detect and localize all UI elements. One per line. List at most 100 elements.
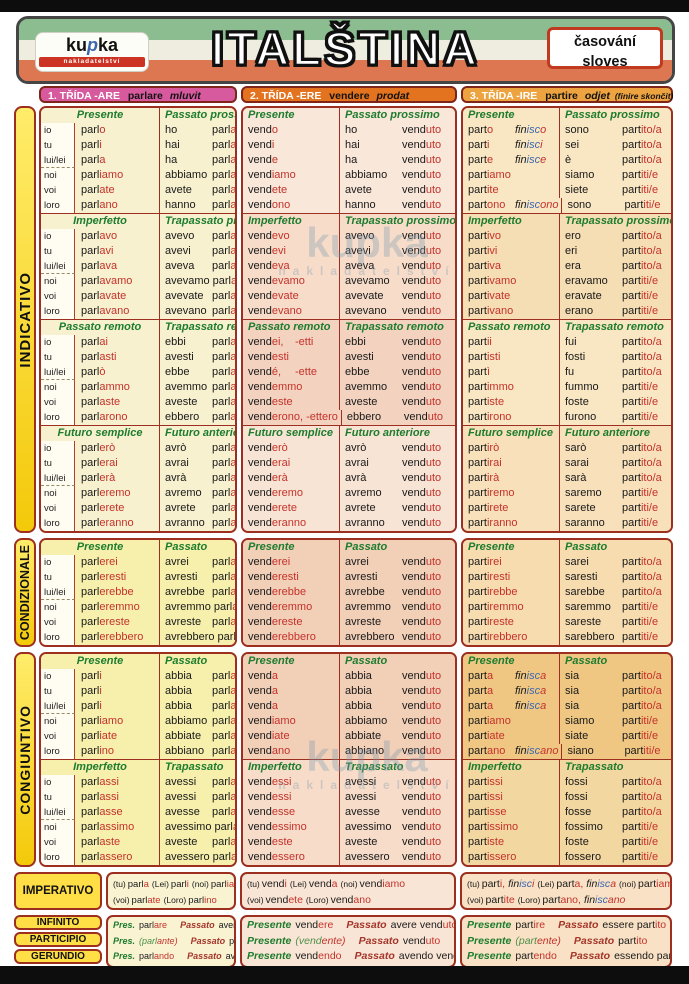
form-segment: o [99,124,106,136]
verb-compound-cell: siamo partiti/e [559,168,671,183]
verb-form: avranno [345,517,385,529]
form-segment: parl [212,124,231,136]
form-segment: (voi) [247,895,264,905]
form-segment: part [622,381,641,393]
conjugation-row: voiparleresteavresteparlato [41,615,235,630]
verb-compound-cell: abbiamoparlato [159,168,235,183]
auxiliary: abbiamo [345,168,402,183]
auxiliary: avevi [345,244,402,259]
conjugation-row: vendesti avesti venduto [243,350,455,365]
conjugation-row: ioparlavoavevoparlato [41,229,235,244]
verb-form: venduto [402,245,441,257]
participle: partiti/e [622,835,661,850]
conjugation-row: ioparlereiavreiparlato [41,555,235,570]
verb-form: parli [81,684,125,699]
form-segment: ente) [536,934,561,947]
form-segment: part [622,571,641,583]
form-segment: eremo [99,487,131,499]
verb-compound-cell: abbiaparlato [159,684,235,699]
verb-simple-cell: vendeva [243,259,339,274]
conjugation-row: partii fui partito/a [463,335,671,350]
participle: venduto [402,684,444,699]
verb-form: partito/a [622,791,662,803]
form-segment: part [622,290,641,302]
mood-label-condizionale: CONDIZIONALE [14,538,36,647]
verb-form: parlato [212,305,235,317]
form-segment: part [468,366,487,378]
conjugation-row: partono finiscono sono partiti/e [463,198,671,213]
presente-label: Presente [247,919,292,931]
verb-compound-cell: saremmo partiti/e [559,600,671,615]
participle: parlato [212,585,235,600]
person-label: io [41,441,75,456]
form-segment: (Loro) [517,895,541,905]
form-segment: parl [212,260,231,272]
verb-form: avrebbero [165,631,215,643]
form-segment: parl [81,411,100,423]
form-segment: part [622,502,641,514]
form-segment: isc [526,700,541,712]
form-segment: iamo [486,715,511,727]
verb-form: parlato [212,730,235,742]
gerundio-label: GERUNDIO [14,949,102,964]
verb-form: parlato [212,487,235,499]
form-segment: ano [540,745,559,757]
form-segment: isc [526,139,541,151]
conjugation-row: voiparlateaveteparlato [41,183,235,198]
verb-simple-cell: vendei, -etti [243,335,339,350]
participle: partiti/e [622,486,661,501]
form-segment: vend [248,487,272,499]
conjugation-row: vendeste aveste venduto [243,395,455,410]
verb-form: venduto [402,351,441,363]
form-segment: avi [99,245,114,257]
form-segment: sia [565,685,580,697]
form-segment: part [468,411,487,423]
form-segment: avesti [165,351,194,363]
form-segment: parl [81,730,100,742]
conjugation-row: partiremo saremo partiti/e [463,486,671,501]
conjugation-row: partiste foste partiti/e [463,835,671,850]
conjugation-row: partiranno saranno partiti/e [463,516,671,531]
verb-form: ebbi [165,336,186,348]
form-segment: vend [248,154,272,166]
verb-simple-cell: parlerai [75,456,159,471]
auxiliary: aveste [165,835,212,850]
verb-simple-cell: parlavano [75,304,159,319]
verb-simple-cell: venderebbero [243,630,339,645]
form-segment: avrete [345,502,376,514]
form-segment: isti [486,351,501,363]
verb-form: abbiamo [165,715,207,727]
auxiliary: avessero [345,850,402,865]
conjugation-row: partivamo eravamo partiti/e [463,274,671,289]
person-label: voi [41,289,75,304]
verb-form: vendereste [248,615,302,630]
verb-form: siamo [565,169,594,181]
participle: partito/a [622,684,665,699]
page-title: ITALŠTINA [210,21,480,77]
verb-form: (vendente) [295,934,345,950]
verb-compound-cell: avreiparlato [159,555,235,570]
verb-simple-cell: vendiamo [243,714,339,729]
form-segment: saresti [565,571,598,583]
form-segment: abbiamo [345,715,388,727]
verb-simple-cell: partiremo [463,486,559,501]
form-segment: vend [402,381,426,393]
verb-simple-cell: parte finisce [463,153,559,168]
form-segment: vend [402,487,426,499]
participle: partiti/e [622,168,661,183]
conjugation-row: partiate siate partiti/e [463,729,671,744]
imperative-line: (voi) parlate (Loro) parlino [113,892,229,908]
verb-compound-cell: era partito/a [559,259,671,274]
form-segment: vend [248,336,272,348]
form-segment: evi [271,245,286,257]
conjugation-row: lui/leiparleràavràparlato [41,471,235,486]
verb-compound-cell: ha venduto [339,153,455,168]
verb-form: fossi [565,791,588,803]
verb-form: parlavo [81,229,125,244]
verb-compound-cell: avrebbero venduto [339,630,455,645]
form-segment: e [486,154,494,166]
auxiliary: avrete [165,501,212,516]
verb-form: parli [81,138,125,153]
verb-form: finisca [515,699,546,714]
